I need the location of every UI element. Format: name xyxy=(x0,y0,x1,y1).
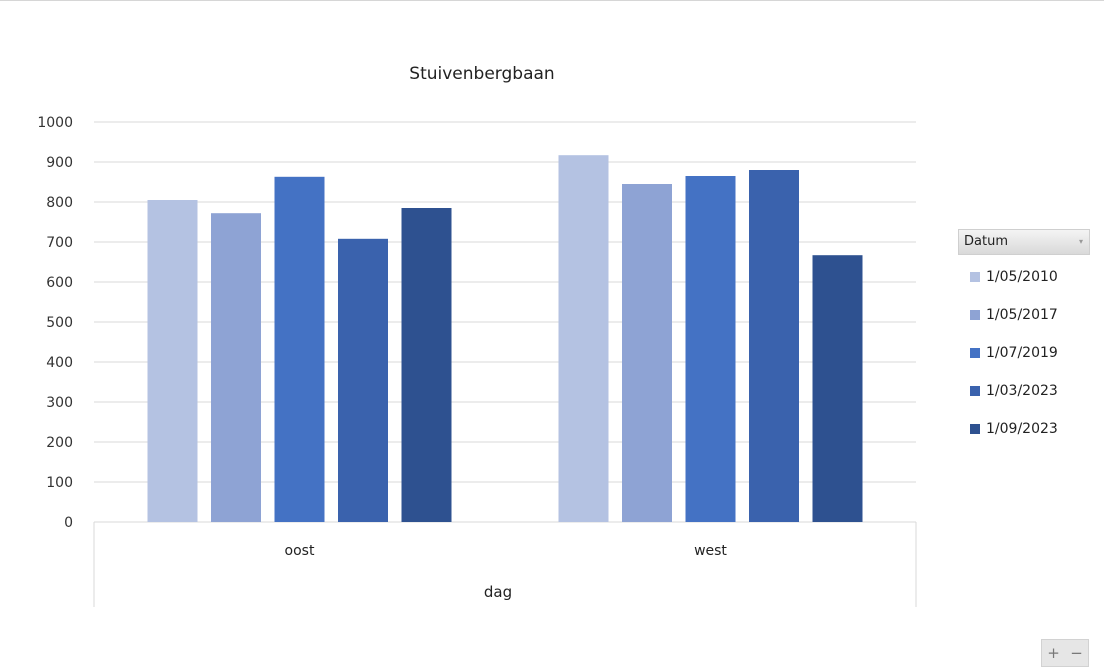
legend-header[interactable]: Datum ▾ xyxy=(958,229,1090,255)
legend: Datum ▾ 1/05/2010 1/05/2017 1/07/2019 1/03/… xyxy=(958,229,1090,448)
legend-items: 1/05/2010 1/05/2017 1/07/2019 1/03/2023 1/09… xyxy=(958,255,1090,448)
y-tick-label: 600 xyxy=(46,275,73,291)
bar[interactable] xyxy=(401,208,452,522)
legend-item[interactable]: 1/07/2019 xyxy=(958,334,1090,372)
legend-item[interactable]: 1/05/2017 xyxy=(958,296,1090,334)
x-tick-label: west xyxy=(694,543,727,559)
x-tick-label: oost xyxy=(285,543,315,559)
y-tick-label: 1000 xyxy=(37,115,73,131)
zoom-out-button[interactable]: − xyxy=(1070,644,1083,662)
legend-swatch xyxy=(970,310,980,320)
chart-title: Stuivenbergbaan xyxy=(409,64,554,84)
y-tick-label: 100 xyxy=(46,475,73,491)
bar[interactable] xyxy=(211,213,261,522)
bar[interactable] xyxy=(274,176,325,523)
legend-swatch xyxy=(970,272,980,282)
y-tick-label: 900 xyxy=(46,155,73,171)
y-axis-ticks: 0 100 200 300 400 500 600 700 800 900 1000 xyxy=(37,115,73,531)
bar[interactable] xyxy=(147,200,198,522)
y-tick-label: 300 xyxy=(46,395,73,411)
legend-item[interactable]: 1/05/2010 xyxy=(958,258,1090,296)
bar[interactable] xyxy=(749,170,799,522)
zoom-in-button[interactable]: + xyxy=(1047,644,1060,662)
legend-title: Datum xyxy=(964,234,1008,249)
bar[interactable] xyxy=(812,255,863,522)
legend-label: 1/03/2023 xyxy=(986,383,1058,399)
y-tick-label: 400 xyxy=(46,355,73,371)
x-axis: oost west xyxy=(93,522,917,607)
bar[interactable] xyxy=(338,238,388,523)
legend-item[interactable]: 1/09/2023 xyxy=(958,410,1090,448)
y-tick-label: 700 xyxy=(46,235,73,251)
y-tick-label: 0 xyxy=(64,515,73,531)
filter-dropdown-icon[interactable]: ▾ xyxy=(1078,237,1083,246)
bar[interactable] xyxy=(685,176,736,522)
bar[interactable] xyxy=(622,184,672,522)
bar[interactable] xyxy=(558,155,609,522)
bars xyxy=(147,155,863,523)
x-axis-label: dag xyxy=(484,583,512,601)
y-tick-label: 500 xyxy=(46,315,73,331)
legend-item[interactable]: 1/03/2023 xyxy=(958,372,1090,410)
legend-swatch xyxy=(970,424,980,434)
zoom-controls: + − xyxy=(1041,639,1089,667)
legend-swatch xyxy=(970,348,980,358)
legend-label: 1/09/2023 xyxy=(986,421,1058,437)
y-tick-label: 200 xyxy=(46,435,73,451)
legend-label: 1/05/2010 xyxy=(986,269,1058,285)
y-tick-label: 800 xyxy=(46,195,73,211)
legend-swatch xyxy=(970,386,980,396)
legend-label: 1/07/2019 xyxy=(986,345,1058,361)
legend-label: 1/05/2017 xyxy=(986,307,1058,323)
